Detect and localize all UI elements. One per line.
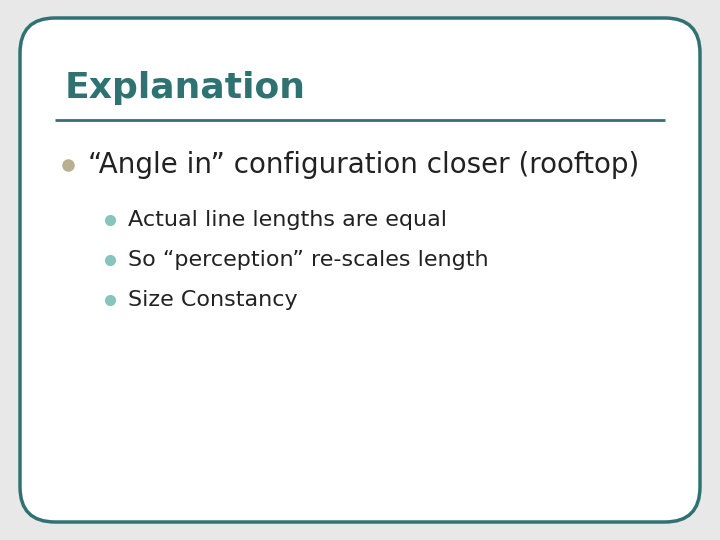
Text: Size Constancy: Size Constancy <box>128 290 297 310</box>
Text: Actual line lengths are equal: Actual line lengths are equal <box>128 210 447 230</box>
Text: Explanation: Explanation <box>65 71 306 105</box>
Text: “Angle in” configuration closer (rooftop): “Angle in” configuration closer (rooftop… <box>88 151 639 179</box>
Text: So “perception” re-scales length: So “perception” re-scales length <box>128 250 489 270</box>
FancyBboxPatch shape <box>20 18 700 522</box>
